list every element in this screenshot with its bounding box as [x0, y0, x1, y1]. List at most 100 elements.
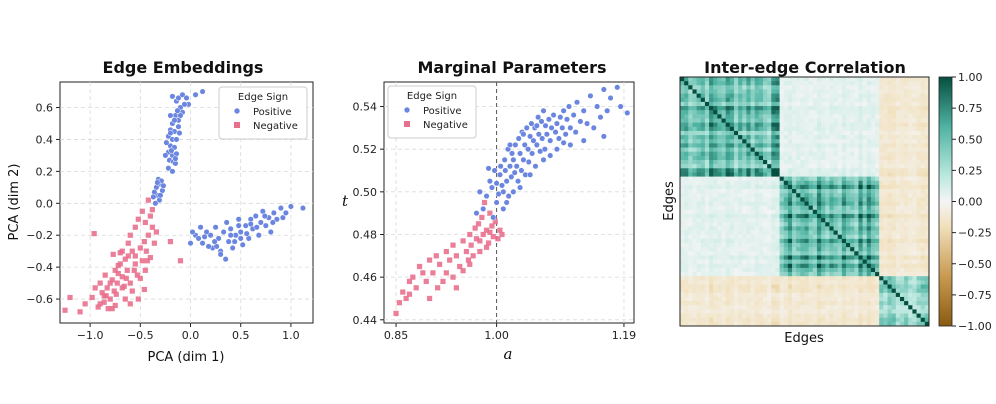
- heatmap-cell: [717, 276, 722, 281]
- heatmap-cell: [862, 222, 868, 227]
- heatmap-cell: [920, 296, 926, 302]
- heatmap-cell: [696, 259, 702, 265]
- heatmap-cell: [821, 143, 826, 148]
- heatmap-cell: [816, 160, 822, 165]
- heatmap-cell: [767, 143, 772, 148]
- heatmap-cell: [837, 230, 843, 236]
- heatmap-cell: [688, 176, 693, 182]
- heatmap-cell: [796, 276, 801, 281]
- heatmap-cell: [850, 296, 855, 302]
- heatmap-cell: [858, 77, 863, 82]
- heatmap-cell: [696, 218, 702, 223]
- heatmap-cell: [912, 205, 917, 211]
- heatmap-cell: [891, 160, 897, 165]
- heatmap-cell: [704, 238, 710, 244]
- heatmap-cell: [746, 313, 751, 319]
- heatmap-cell: [825, 89, 830, 94]
- positive-point: [205, 243, 212, 250]
- heatmap-cell: [829, 301, 834, 306]
- heatmap-cell: [796, 189, 801, 194]
- heatmap-cell: [912, 292, 917, 298]
- heatmap-cell: [866, 164, 872, 169]
- heatmap-cell: [729, 122, 735, 128]
- heatmap-cell: [821, 276, 826, 281]
- heatmap-cell: [787, 130, 793, 136]
- heatmap-cell: [804, 276, 810, 281]
- heatmap-cell: [846, 172, 851, 177]
- heatmap-cell: [862, 180, 868, 186]
- heatmap-cell: [742, 321, 747, 326]
- heatmap-cell: [854, 213, 859, 219]
- heatmap-cell: [875, 139, 880, 144]
- heatmap-cell: [850, 230, 855, 236]
- heatmap-cell: [800, 280, 805, 285]
- heatmap-cell: [684, 155, 689, 161]
- heatmap-cell: [742, 139, 747, 144]
- heatmap-cell: [738, 85, 743, 90]
- heatmap-cell: [700, 292, 706, 298]
- heatmap-cell: [899, 259, 905, 265]
- heatmap-cell: [787, 234, 793, 240]
- heatmap-cell: [750, 172, 756, 177]
- heatmap-cell: [837, 222, 843, 227]
- heatmap-cell: [879, 89, 884, 94]
- heatmap-cell: [846, 197, 851, 202]
- heatmap-cell: [916, 222, 922, 227]
- heatmap-cell: [746, 106, 751, 111]
- heatmap-cell: [692, 313, 697, 319]
- heatmap-cell: [733, 267, 739, 273]
- heatmap-cell: [833, 139, 839, 144]
- heatmap-cell: [725, 222, 731, 227]
- heatmap-cell: [729, 255, 735, 260]
- heatmap-cell: [746, 118, 751, 124]
- heatmap-cell: [841, 130, 847, 136]
- heatmap-cell: [899, 309, 905, 314]
- heatmap-cell: [908, 193, 913, 198]
- heatmap-cell: [758, 114, 764, 119]
- heatmap-cell: [787, 193, 793, 198]
- heatmap-cell: [895, 126, 901, 132]
- heatmap-cell: [750, 151, 756, 157]
- heatmap-cell: [808, 180, 814, 186]
- heatmap-cell: [742, 280, 747, 285]
- positive-point: [590, 124, 597, 131]
- heatmap-cell: [738, 284, 743, 290]
- heatmap-cell: [680, 296, 685, 302]
- heatmap-cell: [763, 81, 768, 86]
- y-tick-label: 0.44: [353, 314, 378, 327]
- heatmap-cell: [858, 81, 863, 86]
- heatmap-cell: [808, 77, 814, 82]
- heatmap-cell: [846, 189, 851, 194]
- heatmap-cell: [688, 226, 693, 231]
- heatmap-cell: [684, 189, 689, 194]
- heatmap-cell: [746, 197, 751, 202]
- heatmap-cell: [688, 280, 693, 285]
- heatmap-cell: [887, 247, 893, 252]
- heatmap-cell: [796, 288, 801, 294]
- heatmap-cell: [729, 317, 735, 323]
- heatmap-cell: [771, 280, 776, 285]
- heatmap-cell: [858, 193, 863, 198]
- heatmap-cell: [895, 114, 901, 119]
- heatmap-cell: [850, 205, 855, 211]
- heatmap-cell: [850, 267, 855, 273]
- heatmap-cell: [850, 238, 855, 244]
- heatmap-cell: [704, 284, 710, 290]
- heatmap-cell: [875, 122, 880, 128]
- heatmap-cell: [775, 101, 780, 107]
- heatmap-cell: [920, 110, 926, 115]
- heatmap-cell: [721, 122, 727, 128]
- heatmap-cell: [825, 122, 830, 128]
- heatmap-cell: [846, 77, 851, 82]
- heatmap-cell: [763, 101, 768, 107]
- heatmap-cell: [704, 288, 710, 294]
- heatmap-cell: [709, 139, 714, 144]
- heatmap-cell: [879, 230, 884, 236]
- heatmap-cell: [804, 189, 810, 194]
- heatmap-cell: [779, 205, 785, 211]
- heatmap-cell: [858, 155, 863, 161]
- heatmap-cell: [733, 135, 739, 140]
- heatmap-cell: [908, 296, 913, 302]
- heatmap-cell: [733, 218, 739, 223]
- heatmap-cell: [754, 106, 760, 111]
